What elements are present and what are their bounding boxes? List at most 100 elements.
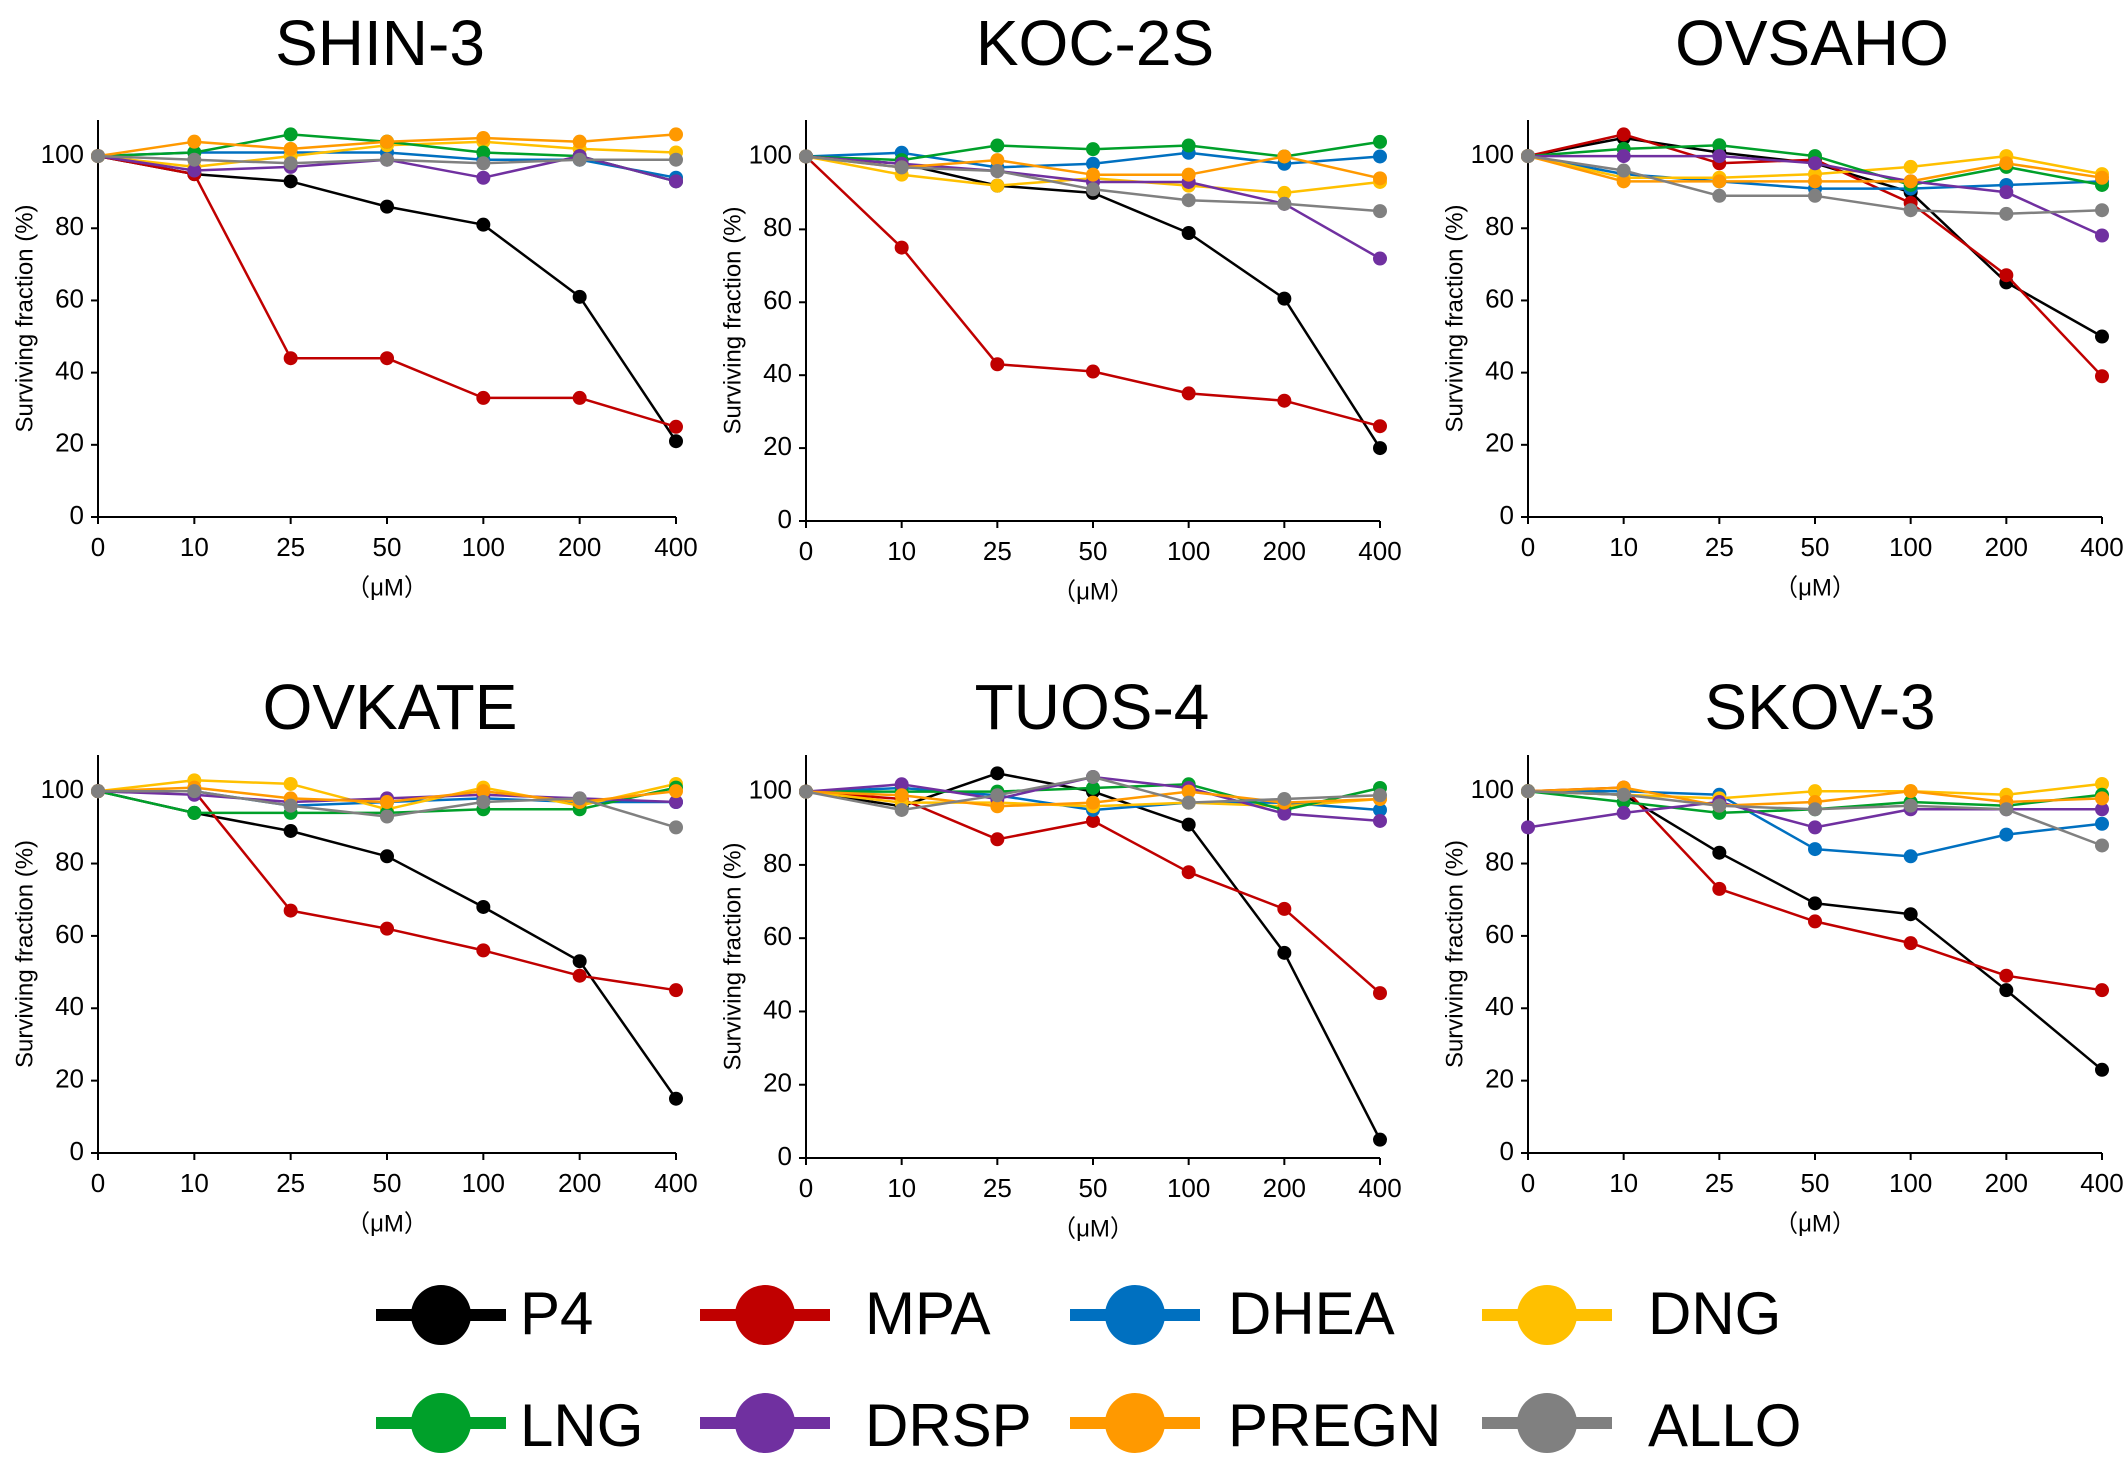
series-p4 [91,784,683,1106]
data-point [2095,329,2109,344]
data-point [380,134,394,149]
data-point [990,357,1005,372]
data-point [187,163,202,178]
data-point [2095,203,2109,218]
x-tick-label: 200 [558,1168,601,1198]
data-point [476,170,491,185]
data-point [283,351,298,366]
x-tick-label: 25 [276,1168,305,1198]
data-point [1999,206,2014,221]
data-point [380,351,394,366]
data-point [1373,788,1387,803]
data-point [380,795,394,810]
legend-swatch-marker [1105,1393,1165,1453]
series-mpa [91,149,683,434]
data-point [1808,914,1822,929]
data-point [1373,813,1387,828]
data-point [1277,791,1292,806]
data-point [669,174,683,189]
data-point [476,784,491,799]
y-tick-label: 60 [763,921,792,951]
chart-title: OVSAHO [1675,7,1949,79]
series-allo [799,769,1387,817]
x-tick-label: 400 [654,532,697,562]
y-tick-label: 60 [763,285,792,315]
series-allo [91,149,683,171]
data-point [1181,795,1196,810]
data-point [1277,291,1292,306]
x-tick-label: 50 [373,1168,402,1198]
data-point [894,777,909,792]
legend-swatch-marker [411,1285,471,1345]
y-tick-label: 80 [1485,846,1514,876]
data-point [1373,149,1387,164]
y-tick-label: 40 [55,991,84,1021]
x-tick-label: 10 [1609,532,1638,562]
data-point [1999,156,2014,171]
x-tick-label: 0 [799,1173,813,1203]
y-tick-label: 0 [70,1136,84,1166]
x-tick-label: 200 [1985,532,2028,562]
data-point [1808,188,1822,203]
data-point [1181,167,1196,182]
data-point [1277,901,1292,916]
y-axis-label: Surviving fraction (%) [11,204,38,432]
x-tick-label: 100 [1167,1173,1210,1203]
legend-label: ALLO [1648,1392,1801,1457]
x-axis-label: （μM） [1052,578,1134,605]
data-point [1616,787,1631,802]
legend-swatch-marker [1517,1285,1577,1345]
data-point [572,134,587,149]
data-point [1808,842,1822,857]
data-point [572,791,587,806]
x-tick-label: 400 [2080,532,2123,562]
x-tick-label: 200 [1985,1168,2028,1198]
data-point [1373,419,1387,434]
data-point [990,164,1005,179]
y-tick-label: 40 [1485,991,1514,1021]
x-tick-label: 0 [1521,1168,1535,1198]
y-tick-label: 100 [41,139,84,169]
y-tick-label: 0 [1500,500,1514,530]
data-point [669,1091,683,1106]
data-point [1086,142,1100,157]
data-point [476,899,491,914]
data-point [669,127,683,142]
y-tick-label: 100 [41,774,84,804]
data-point [1808,156,1822,171]
chart-panel: KOC-2S 0 20 40 60 80 100 0 10 25 50 100 200 400 （μM） Su… [719,7,1401,605]
data-point [1903,907,1918,922]
data-point [1903,203,1918,218]
series-line [97,789,678,1100]
data-point [1903,936,1918,951]
data-point [2095,791,2109,806]
legend-swatch-marker [411,1393,471,1453]
data-point [572,390,587,405]
series-allo [799,149,1387,219]
data-point [1808,820,1822,835]
y-tick-label: 100 [749,139,792,169]
data-point [1521,149,1535,164]
data-point [1712,138,1727,153]
y-axis-label: Surviving fraction (%) [11,840,38,1068]
x-tick-label: 25 [1705,532,1734,562]
legend-item-mpa: MPA [700,1280,991,1347]
y-tick-label: 20 [763,431,792,461]
data-point [572,968,587,983]
y-tick-label: 20 [1485,1064,1514,1094]
chart-title: SHIN-3 [275,7,485,79]
data-point [2095,1062,2109,1077]
data-point [1712,881,1727,896]
y-tick-label: 20 [1485,428,1514,458]
data-point [1086,167,1100,182]
chart-panel: TUOS-4 0 20 40 60 80 100 0 10 25 50 100 200 400 （μM） Su… [719,671,1401,1242]
y-tick-label: 20 [55,1064,84,1094]
data-point [1999,185,2014,200]
data-point [1903,849,1918,864]
data-point [1903,784,1918,799]
data-point [187,134,202,149]
data-point [1086,780,1100,795]
legend-item-lng: LNG [376,1392,643,1457]
y-tick-label: 60 [1485,283,1514,313]
data-point [1616,163,1631,178]
